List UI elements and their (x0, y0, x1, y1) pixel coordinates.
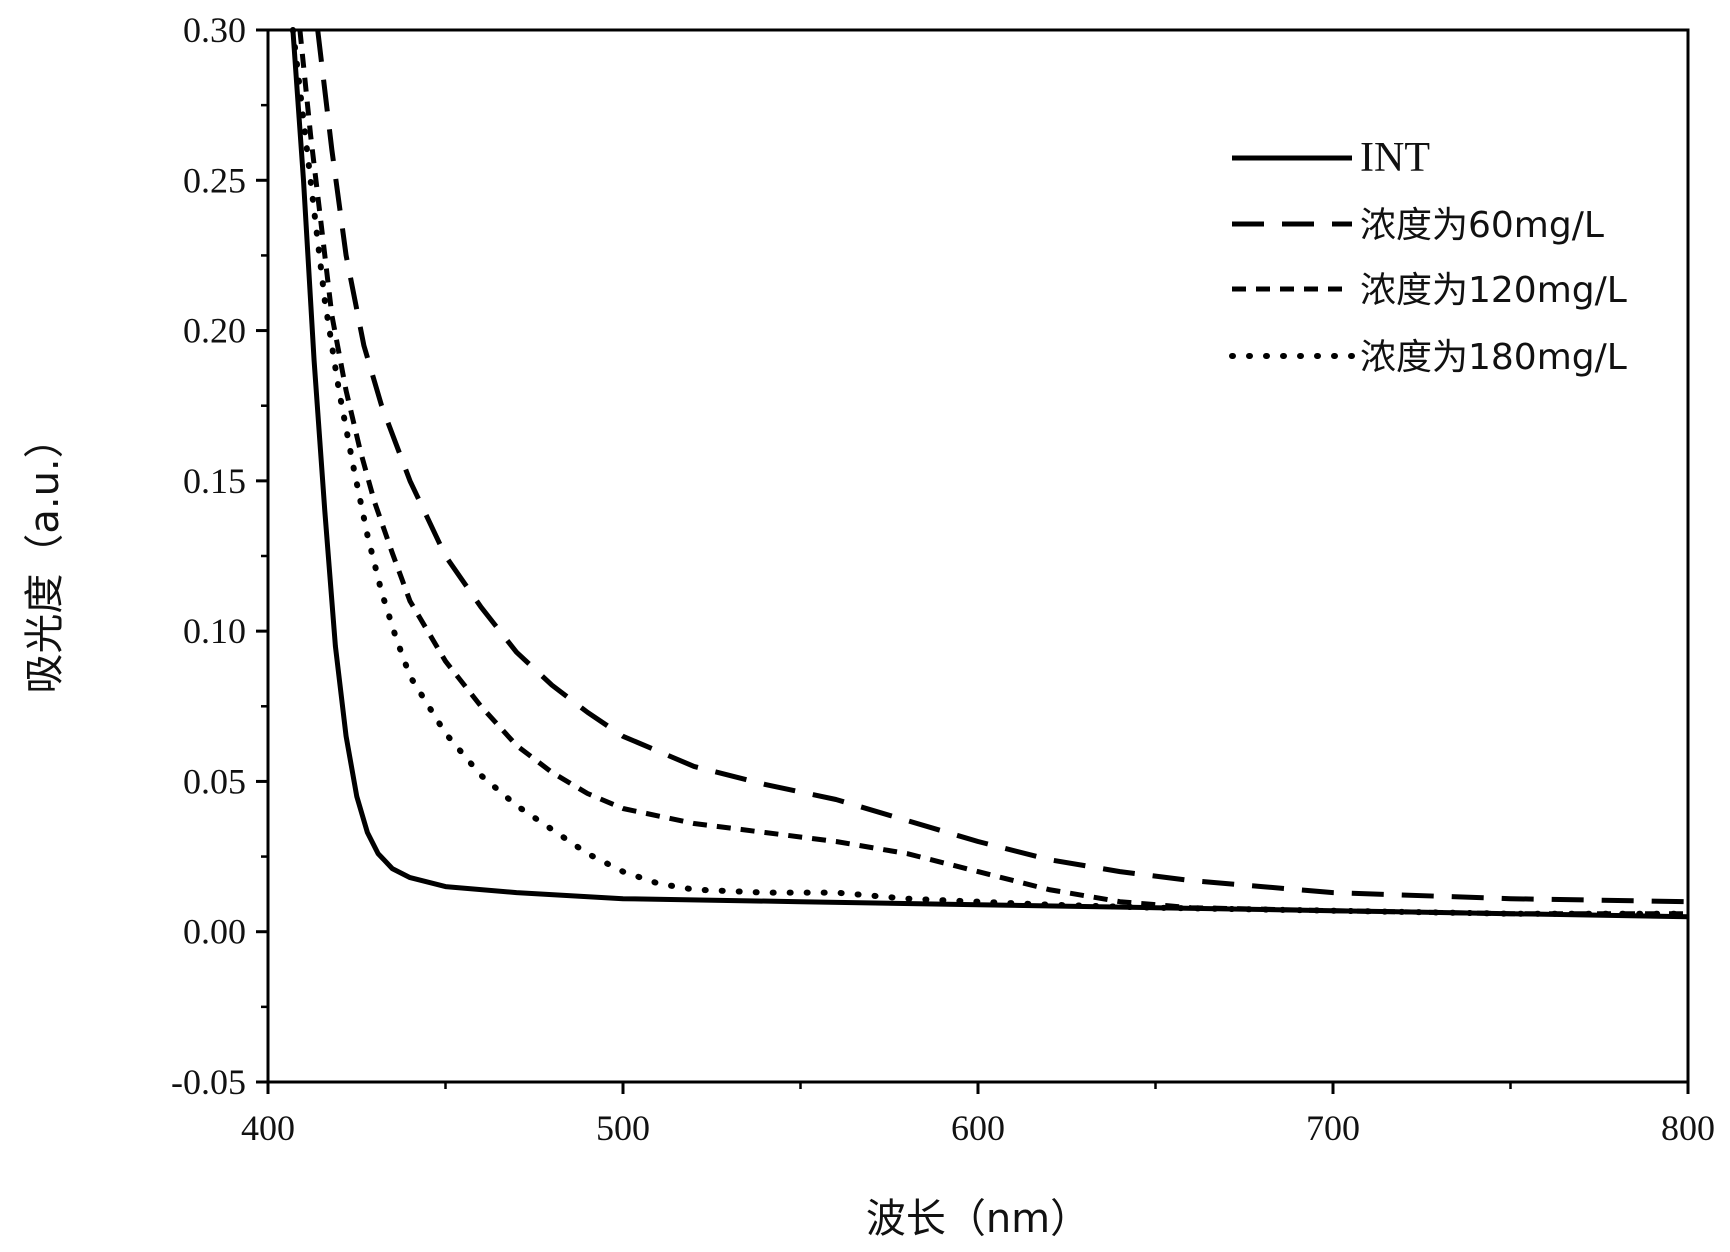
x-tick-label: 500 (596, 1108, 650, 1148)
x-tick-label: 800 (1661, 1108, 1715, 1148)
plot-frame (266, 28, 1690, 1084)
legend-label-1: INT (1360, 135, 1430, 181)
x-axis-title: 波长（nm） (866, 1196, 1090, 1242)
ticks-layer (256, 28, 1690, 1094)
x-tick-label: 400 (241, 1108, 295, 1148)
y-tick-label: 0.20 (183, 311, 246, 351)
y-tick-label: 0.05 (183, 761, 246, 801)
y-tick-label: 0.30 (183, 10, 246, 50)
labels-layer: 400 500 600 700 800 -0.05 0.00 0.05 0.10 0.15 0.20… (171, 10, 1715, 1148)
y-tick-label: 0.15 (183, 461, 246, 501)
series-line-2 (315, 29, 1689, 905)
legend: INT 浓度为60mg/L 浓度为120mg/L 浓度为180mg/L (1229, 135, 1627, 378)
y-tick-label: -0.05 (171, 1062, 246, 1102)
y-tick-label: 0.10 (183, 611, 246, 651)
legend-label-3: 浓度为120mg/L (1360, 270, 1627, 311)
legend-label-4: 浓度为180mg/L (1360, 337, 1627, 378)
y-tick-label: 0.25 (183, 160, 246, 200)
y-axis-title: 吸光度（a.u.） (22, 418, 68, 693)
x-tick-label: 700 (1306, 1108, 1360, 1148)
series-line-3 (297, 29, 1688, 917)
series-line-1 (290, 29, 1689, 920)
series-line-4 (289, 27, 1691, 917)
legend-label-2: 浓度为60mg/L (1360, 205, 1604, 246)
series-layer (289, 27, 1691, 920)
x-tick-label: 600 (951, 1108, 1005, 1148)
y-tick-label: 0.00 (183, 912, 246, 952)
